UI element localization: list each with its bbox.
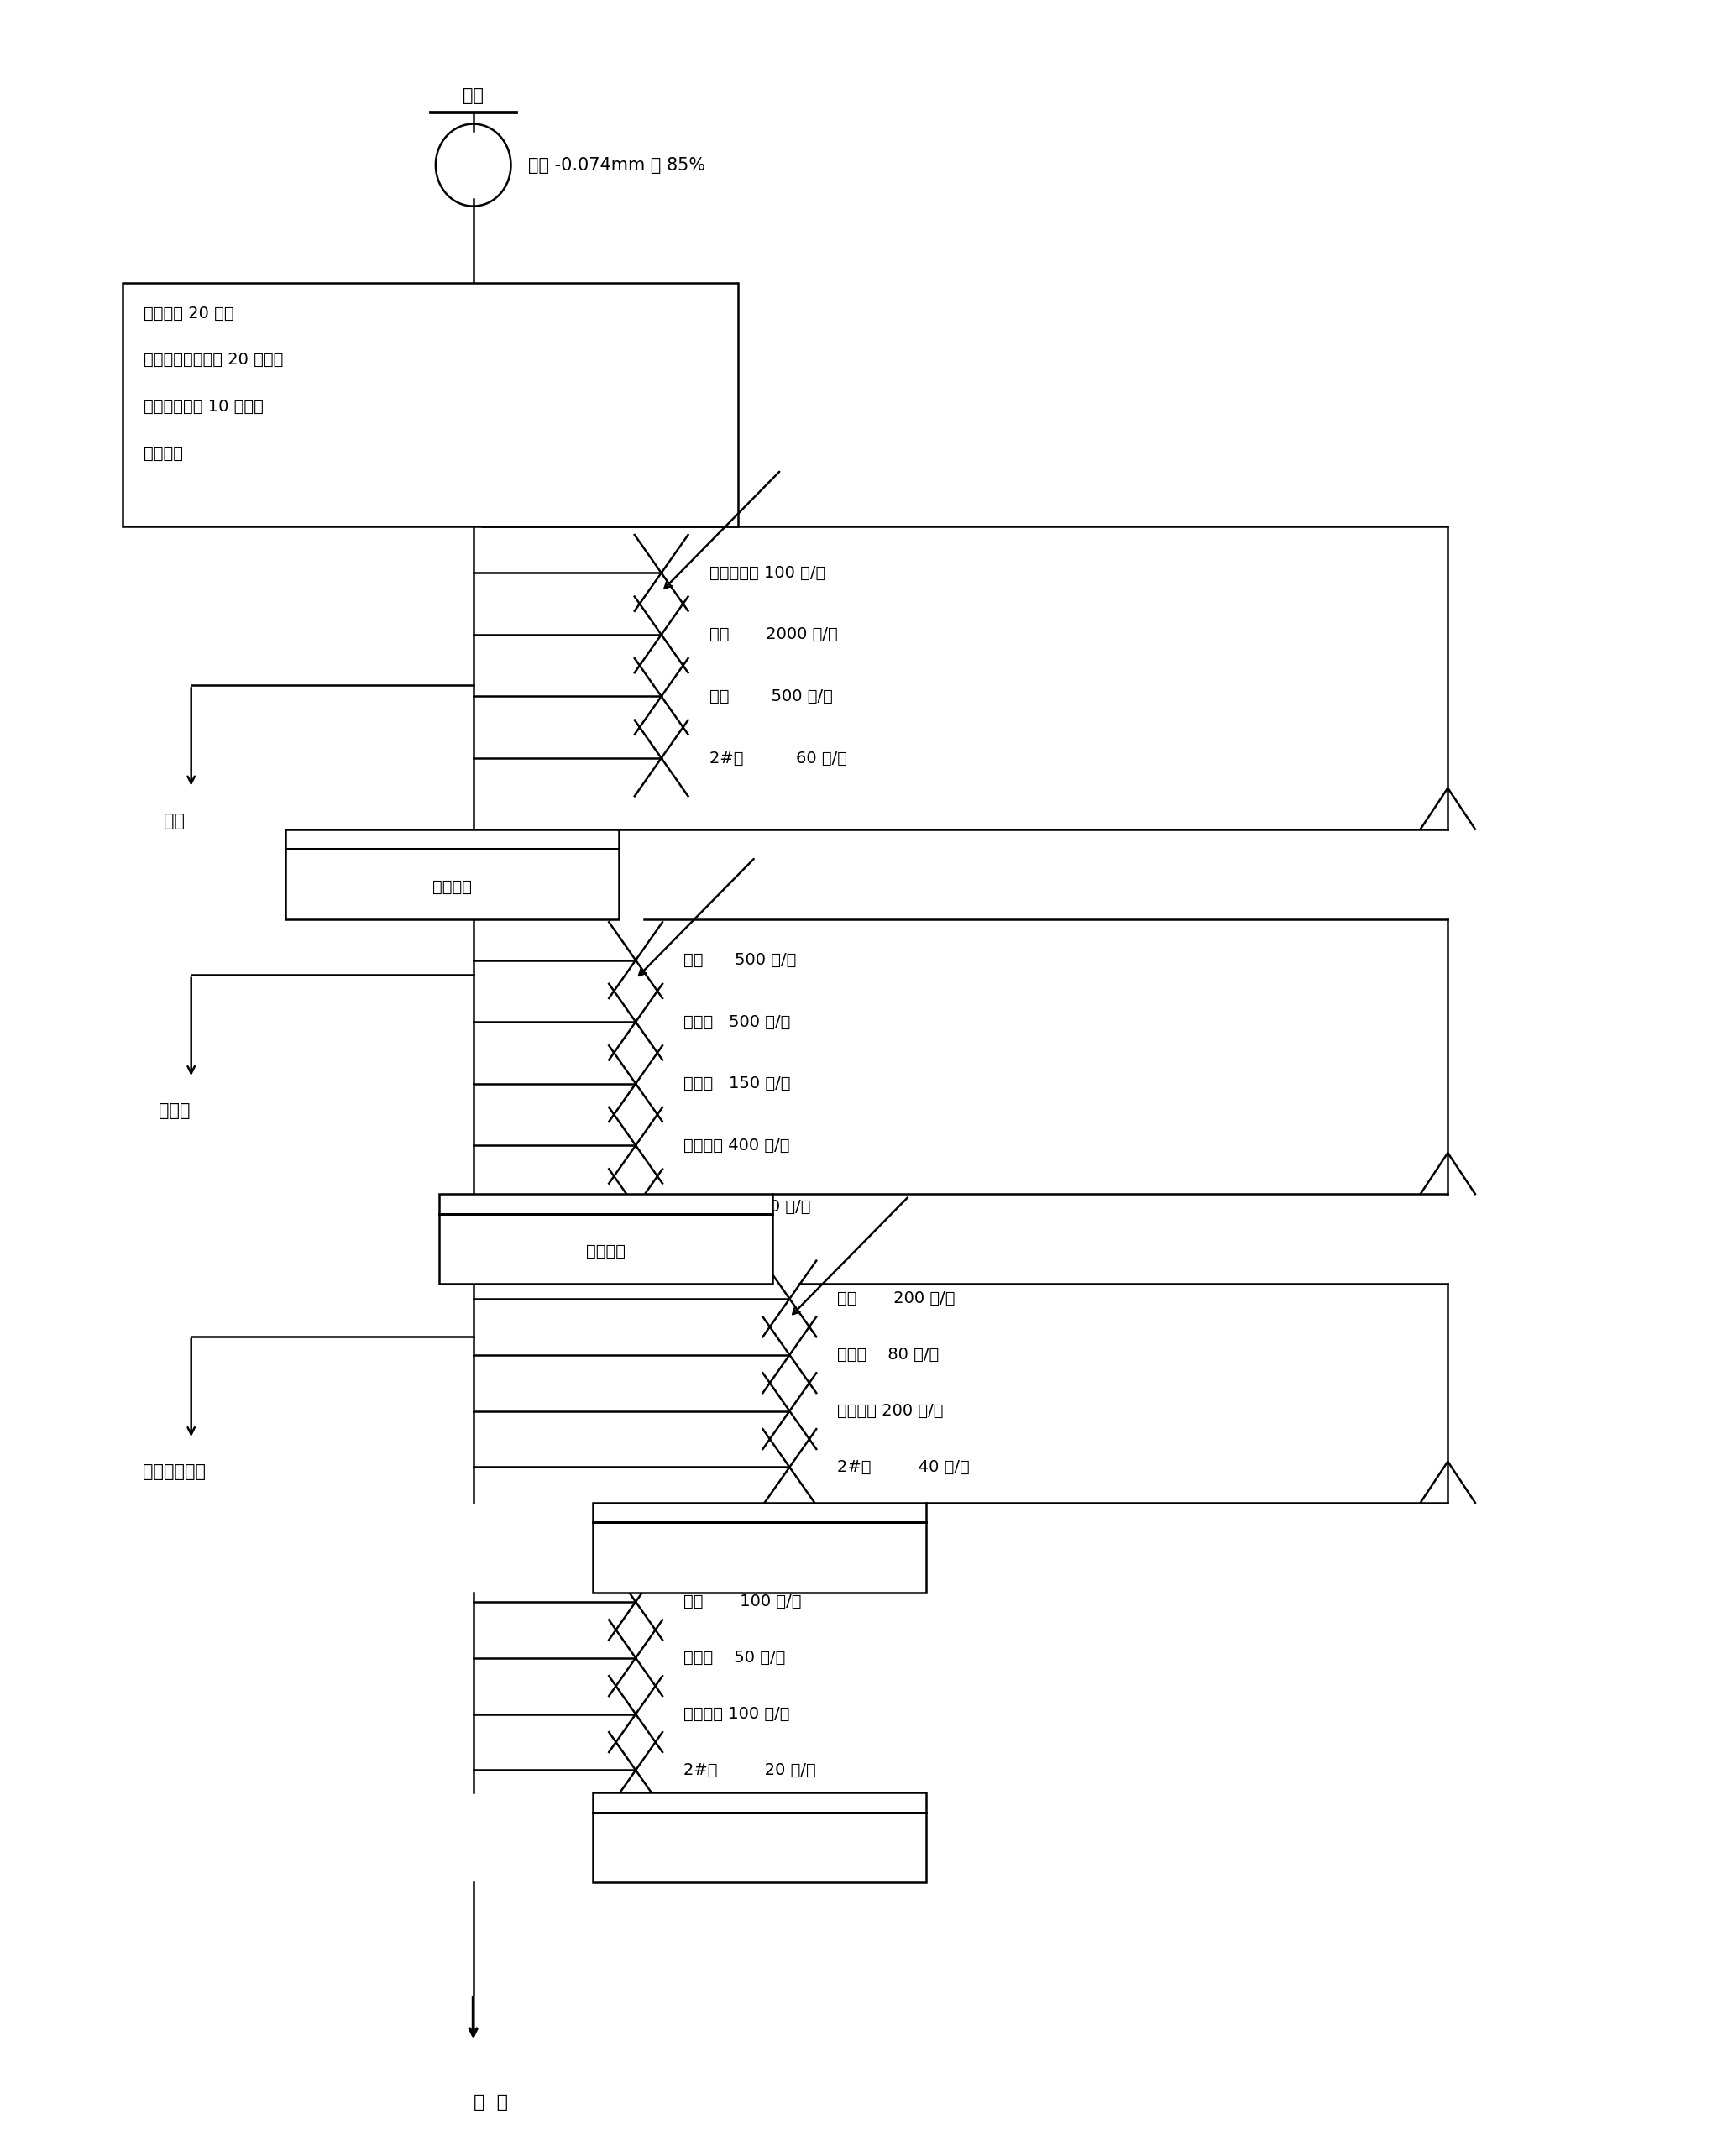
- Text: 草酸       200 克/吨: 草酸 200 克/吨: [837, 1291, 955, 1307]
- Text: 原矿: 原矿: [463, 88, 484, 103]
- Text: 乳化煤油 200 克/吨: 乳化煤油 200 克/吨: [837, 1404, 944, 1419]
- Text: 磨矿 -0.074mm 占 85%: 磨矿 -0.074mm 占 85%: [529, 157, 705, 172]
- Text: 草酸      500 克/吨: 草酸 500 克/吨: [683, 953, 797, 968]
- Text: 硫化钠   500 克/吨: 硫化钠 500 克/吨: [683, 1013, 790, 1031]
- Text: 镍钼混浮: 镍钼混浮: [586, 1244, 626, 1259]
- Text: 乳化煤油 400 克/吨: 乳化煤油 400 克/吨: [683, 1138, 790, 1153]
- Text: 碳精矿: 碳精矿: [158, 1102, 191, 1119]
- Text: 尾  矿: 尾 矿: [473, 2093, 508, 2111]
- Text: 2#油          60 克/吨: 2#油 60 克/吨: [709, 750, 847, 765]
- Bar: [286, 830, 619, 918]
- Bar: [123, 282, 738, 526]
- Text: 石灰       2000 克/吨: 石灰 2000 克/吨: [709, 627, 837, 642]
- Text: （或微波处理 10 分钟）: （或微波处理 10 分钟）: [144, 399, 263, 414]
- Text: 煤油        500 克/吨: 煤油 500 克/吨: [709, 688, 832, 705]
- Bar: [593, 1792, 927, 1882]
- Text: （或强超声波处理 20 分钟）: （或强超声波处理 20 分钟）: [144, 351, 282, 369]
- Text: 浮选脱碳: 浮选脱碳: [432, 880, 471, 895]
- Text: 戊黄药   150 克/吨: 戊黄药 150 克/吨: [683, 1076, 790, 1091]
- Text: 镍钼混合精矿: 镍钼混合精矿: [142, 1464, 206, 1481]
- Text: 草酸       100 克/吨: 草酸 100 克/吨: [683, 1593, 802, 1611]
- Text: 加温煮沸 20 分钟: 加温煮沸 20 分钟: [144, 306, 234, 321]
- Bar: [438, 1194, 773, 1283]
- Text: 戊黄药    50 克/吨: 戊黄药 50 克/吨: [683, 1649, 785, 1667]
- Text: 2#油         20 克/吨: 2#油 20 克/吨: [683, 1761, 816, 1779]
- Text: 脱油脱水: 脱油脱水: [144, 446, 182, 461]
- Text: 戊黄药    80 克/吨: 戊黄药 80 克/吨: [837, 1348, 939, 1363]
- Text: 乳化煤油 100 克/吨: 乳化煤油 100 克/吨: [683, 1705, 790, 1723]
- Bar: [593, 1503, 927, 1593]
- Text: 油水: 油水: [163, 813, 185, 830]
- Text: 2#油         40 克/吨: 2#油 40 克/吨: [837, 1460, 970, 1475]
- Text: 六偏磷酸钠 100 克/吨: 六偏磷酸钠 100 克/吨: [709, 565, 825, 580]
- Text: 2#油        60 克/吨: 2#油 60 克/吨: [683, 1199, 811, 1216]
